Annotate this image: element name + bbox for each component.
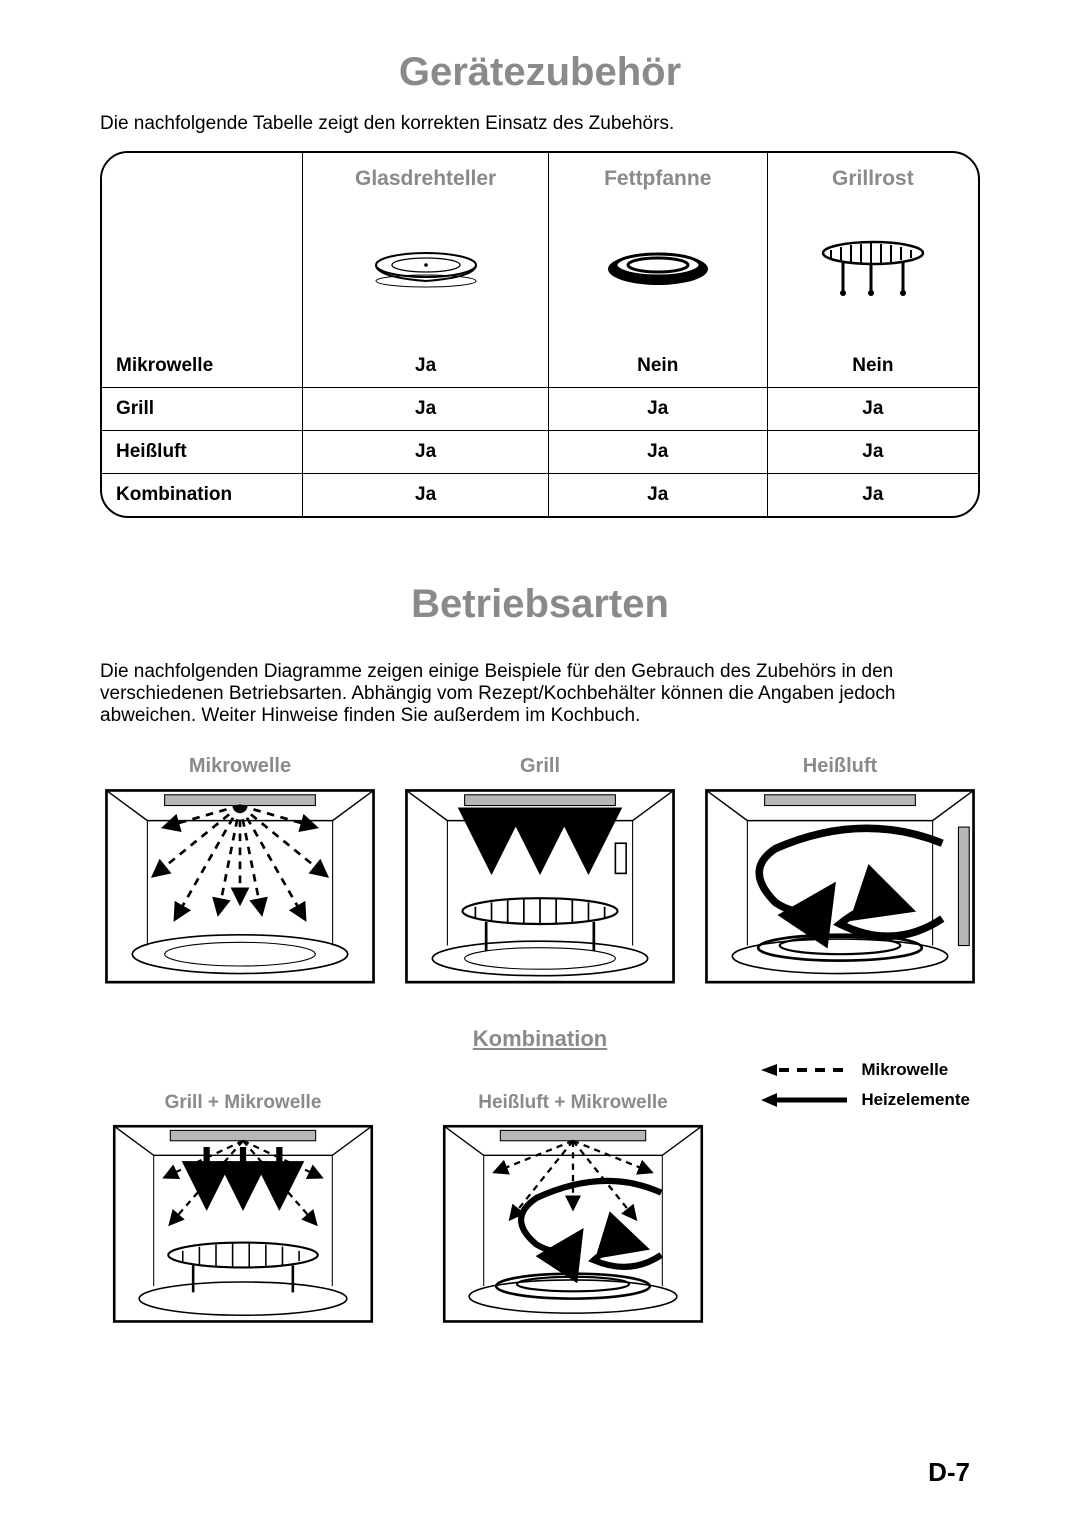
- mode-grill-mikrowelle: Grill + Mikrowelle: [108, 1092, 378, 1333]
- mode-label: Grill + Mikrowelle: [108, 1092, 378, 1114]
- table-cell: Kombination: [102, 474, 303, 516]
- kombination-heading: Kombination: [100, 1026, 980, 1052]
- mikrowelle-diagram-icon: [100, 784, 380, 989]
- mode-mikrowelle: Mikrowelle: [100, 755, 380, 994]
- grill-mikrowelle-diagram-icon: [108, 1120, 378, 1328]
- mode-grill: Grill: [400, 755, 680, 994]
- table-cell: Ja: [303, 474, 548, 516]
- section1-title: Gerätezubehör: [100, 50, 980, 95]
- legend: Mikrowelle Heizelemente: [759, 1060, 970, 1120]
- glasdrehteller-icon: [303, 205, 548, 345]
- table-cell: Ja: [768, 388, 978, 431]
- table-header-glasdrehteller: Glasdrehteller: [303, 153, 548, 205]
- table-row: Grill Ja Ja Ja: [102, 388, 978, 431]
- table-header-fettpfanne: Fettpfanne: [549, 153, 768, 205]
- table-cell: Ja: [549, 388, 768, 431]
- table-row: Mikrowelle Ja Nein Nein: [102, 345, 978, 388]
- table-cell: Ja: [303, 431, 548, 474]
- legend-mikrowelle: Mikrowelle: [759, 1060, 970, 1080]
- legend-label: Heizelemente: [861, 1090, 970, 1110]
- heissluft-diagram-icon: [700, 784, 980, 989]
- table-cell: Nein: [768, 345, 978, 388]
- section1-intro: Die nachfolgende Tabelle zeigt den korre…: [100, 113, 980, 135]
- fettpfanne-icon: [549, 205, 768, 345]
- legend-heating-icon: [759, 1092, 849, 1108]
- mode-label: Grill: [400, 755, 680, 778]
- mode-label: Heißluft + Mikrowelle: [438, 1092, 708, 1114]
- grillrost-icon: [768, 205, 978, 345]
- table-icon-empty: [102, 205, 303, 345]
- legend-microwave-icon: [759, 1062, 849, 1078]
- mode-diagrams-row: Mikrowelle: [100, 755, 980, 994]
- mode-heissluft-mikrowelle: Heißluft + Mikrowelle: [438, 1092, 708, 1333]
- legend-label: Mikrowelle: [861, 1060, 948, 1080]
- table-cell: Nein: [549, 345, 768, 388]
- legend-heizelemente: Heizelemente: [759, 1090, 970, 1110]
- table-cell: Grill: [102, 388, 303, 431]
- table-icon-row: [102, 205, 978, 345]
- table-header-row: Glasdrehteller Fettpfanne Grillrost: [102, 153, 978, 205]
- table-cell: Ja: [549, 431, 768, 474]
- grill-diagram-icon: [400, 784, 680, 989]
- accessory-compatibility-table: Glasdrehteller Fettpfanne Grillrost: [100, 151, 980, 518]
- kombination-diagrams-row: Grill + Mikrowelle: [108, 1092, 980, 1333]
- section2-intro: Die nachfolgenden Diagramme zeigen einig…: [100, 661, 980, 727]
- table-header-grillrost: Grillrost: [768, 153, 978, 205]
- page-number: D-7: [928, 1457, 970, 1488]
- mode-heissluft: Heißluft: [700, 755, 980, 994]
- table-cell: Heißluft: [102, 431, 303, 474]
- table-row: Kombination Ja Ja Ja: [102, 474, 978, 516]
- table-cell: Mikrowelle: [102, 345, 303, 388]
- mode-label: Mikrowelle: [100, 755, 380, 778]
- table-header-empty: [102, 153, 303, 205]
- table-row: Heißluft Ja Ja Ja: [102, 431, 978, 474]
- table-cell: Ja: [768, 431, 978, 474]
- table-cell: Ja: [303, 345, 548, 388]
- table-cell: Ja: [303, 388, 548, 431]
- table-cell: Ja: [549, 474, 768, 516]
- section2-title: Betriebsarten: [100, 582, 980, 627]
- table-cell: Ja: [768, 474, 978, 516]
- mode-label: Heißluft: [700, 755, 980, 778]
- heissluft-mikrowelle-diagram-icon: [438, 1120, 708, 1328]
